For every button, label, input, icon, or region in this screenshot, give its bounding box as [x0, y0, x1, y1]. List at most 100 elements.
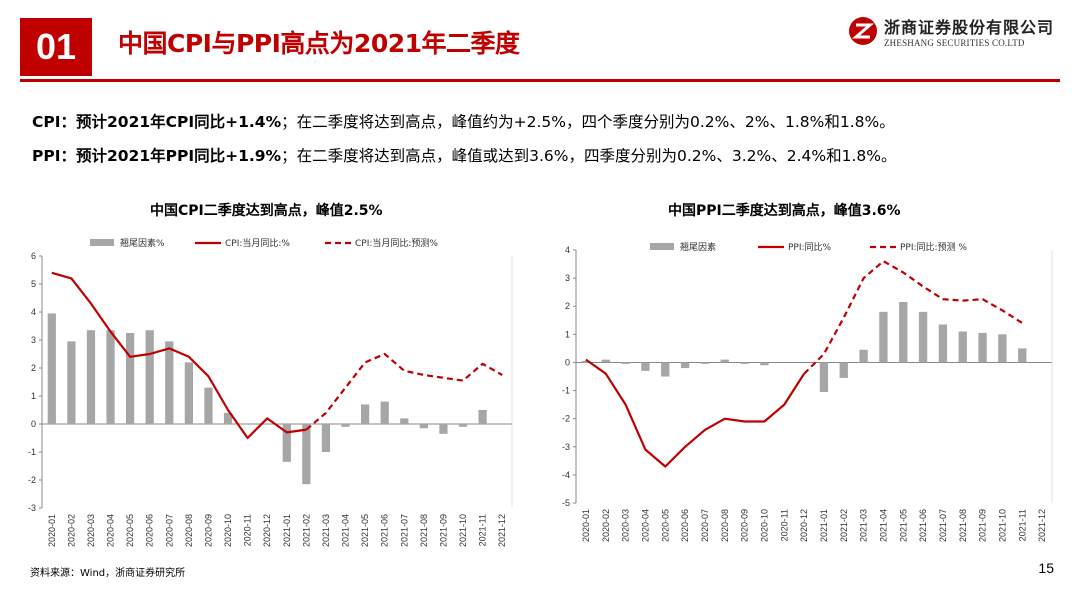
ppi-x-tick-label: 2021-06 — [918, 509, 928, 542]
logo-icon — [848, 17, 877, 45]
cpi-x-tick-label: 2021-08 — [419, 514, 429, 547]
ppi-legend-actual-label: PPI:同比% — [788, 241, 832, 253]
ppi-y-tick-label: -4 — [562, 470, 570, 480]
cpi-x-tick-label: 2021-07 — [399, 514, 409, 547]
cpi-chart: -3 -2 -1 0 1 2 3 4 5 6 2020-01 2020-02 2020-03 2020-0… — [28, 237, 513, 547]
cpi-bar — [439, 424, 448, 434]
ppi-x-tick-label: 2020-10 — [759, 509, 769, 542]
ppi-x-tick-label: 2020-02 — [601, 509, 611, 542]
cpi-x-tick-label: 2021-09 — [438, 514, 448, 547]
ppi-bar — [760, 362, 769, 366]
cpi-bar — [86, 330, 96, 424]
ppi-bar — [700, 362, 710, 364]
cpi-chart-title: 中国CPI二季度达到高点，峰值2.5% — [150, 203, 383, 219]
cpi-x-tick-label: 2021-03 — [321, 514, 331, 547]
ppi-x-tick-label: 2021-01 — [819, 509, 829, 542]
cpi-x-tick-label: 2021-10 — [458, 514, 468, 547]
cpi-x-tick-label: 2020-06 — [145, 514, 155, 547]
cpi-legend-forecast-label: CPI:当月同比:预测% — [355, 237, 438, 249]
cpi-bar — [321, 424, 331, 452]
cpi-bar — [478, 410, 487, 424]
ppi-bar — [859, 349, 868, 363]
ppi-x-tick-label: 2021-10 — [997, 509, 1007, 542]
cpi-bar — [184, 362, 193, 424]
ppi-bar — [819, 362, 829, 392]
section-number-badge: 01 — [20, 18, 92, 76]
ppi-y-tick-label: 1 — [565, 329, 570, 339]
ppi-forecast-line — [803, 260, 1023, 375]
cpi-x-tick-label: 2021-05 — [360, 514, 370, 547]
ppi-x-tick-label: 2021-04 — [878, 509, 888, 542]
ppi-actual-line — [585, 358, 806, 468]
cpi-y-tick-label: 2 — [31, 363, 36, 373]
ppi-x-tick-label: 2021-12 — [1037, 509, 1047, 542]
cpi-x-tick-label: 2020-10 — [223, 514, 233, 547]
cpi-x-tick-label: 2021-02 — [301, 514, 311, 547]
logo-company-name-en: ZHESHANG SECURITIES CO.LTD — [883, 38, 1025, 48]
cpi-x-tick-label: 2020-07 — [164, 514, 174, 547]
cpi-y-tick-label: 1 — [31, 391, 36, 401]
cpi-legend-actual-label: CPI:当月同比:% — [225, 237, 290, 249]
ppi-x-tick-label: 2021-02 — [839, 509, 849, 542]
cpi-summary-label: CPI：预计2021年CPI同比+1.4% — [32, 113, 282, 131]
ppi-x-tick-label: 2021-07 — [938, 509, 948, 542]
cpi-bar — [223, 412, 233, 424]
header-divider — [20, 79, 1060, 82]
ppi-x-tick-label: 2020-01 — [581, 509, 591, 542]
page-title: 中国CPI与PPI高点为2021年二季度 — [118, 29, 520, 58]
ppi-bar — [601, 359, 610, 363]
ppi-bar — [1018, 348, 1027, 363]
cpi-actual-line — [51, 271, 307, 440]
ppi-bar — [978, 332, 987, 363]
cpi-bar — [145, 330, 154, 424]
cpi-y-tick-label: 6 — [31, 251, 36, 261]
cpi-y-tick-label: -1 — [28, 447, 36, 457]
ppi-bar — [998, 334, 1007, 363]
cpi-forecast-line — [305, 352, 503, 431]
cpi-bar — [47, 313, 56, 424]
cpi-summary-text: ；在二季度将达到高点，峰值约为+2.5%，四个季度分别为0.2%、2%、1.8%… — [281, 113, 895, 131]
cpi-bar — [341, 424, 350, 427]
cpi-x-tick-label: 2020-02 — [66, 514, 76, 547]
ppi-summary-label: PPI：预计2021年PPI同比+1.9% — [32, 147, 282, 165]
cpi-bar — [204, 387, 213, 424]
ppi-bar — [680, 362, 690, 369]
ppi-bar — [899, 302, 908, 363]
ppi-x-tick-label: 2020-04 — [640, 509, 650, 542]
cpi-x-tick-label: 2020-05 — [125, 514, 135, 547]
ppi-y-tick-label: -3 — [562, 442, 570, 452]
ppi-x-tick-label: 2020-06 — [680, 509, 690, 542]
cpi-x-tick-label: 2021-01 — [282, 514, 292, 547]
ppi-legend-bar-swatch — [650, 243, 674, 250]
ppi-y-tick-label: -2 — [562, 414, 570, 424]
ppi-x-tick-label: 2020-12 — [799, 509, 809, 542]
ppi-y-tick-label: -1 — [562, 386, 570, 396]
ppi-y-tick-label: 2 — [565, 301, 570, 311]
section-number: 01 — [35, 26, 77, 67]
cpi-bar — [282, 424, 291, 462]
ppi-bar — [958, 331, 967, 363]
cpi-x-tick-label: 2020-01 — [47, 514, 57, 547]
cpi-bar — [400, 418, 409, 424]
ppi-bar — [641, 362, 650, 371]
cpi-bar — [126, 333, 135, 424]
cpi-bar — [419, 424, 428, 429]
ppi-bar — [879, 311, 888, 363]
cpi-bar — [165, 341, 174, 424]
cpi-y-tick-label: 4 — [31, 307, 36, 317]
ppi-x-tick-label: 2020-11 — [779, 509, 789, 541]
cpi-bar — [67, 341, 76, 424]
cpi-y-tick-label: 5 — [31, 279, 36, 289]
cpi-x-tick-label: 2020-11 — [243, 514, 253, 546]
cpi-x-tick-label: 2020-09 — [203, 514, 213, 547]
cpi-x-tick-label: 2020-12 — [262, 514, 272, 547]
cpi-y-tick-label: 3 — [31, 335, 36, 345]
cpi-bar — [361, 404, 370, 424]
ppi-bar — [661, 362, 670, 377]
ppi-x-tick-label: 2021-11 — [1017, 509, 1027, 541]
cpi-x-tick-label: 2020-04 — [106, 514, 116, 547]
ppi-bar — [720, 359, 729, 363]
ppi-legend-bar-label: 翘尾因素 — [680, 241, 716, 253]
data-source: 资料来源：Wind，浙商证券研究所 — [30, 568, 186, 579]
ppi-bar — [621, 362, 630, 364]
